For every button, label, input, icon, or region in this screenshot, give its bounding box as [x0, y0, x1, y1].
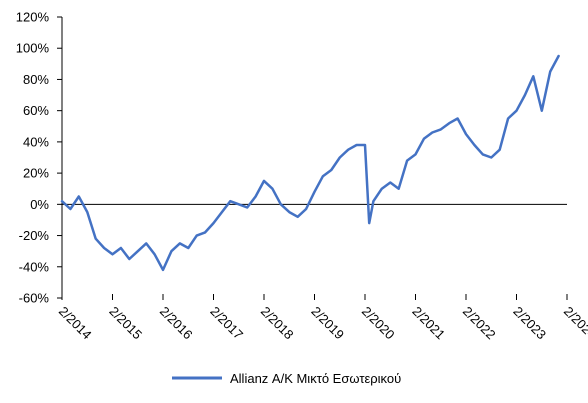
- x-tick-label: 2/2018: [258, 304, 297, 343]
- y-tick-label: 60%: [23, 103, 49, 118]
- x-tick-label: 2/2024: [561, 304, 588, 343]
- y-tick-label: 100%: [16, 41, 50, 56]
- y-tick-label: -60%: [19, 291, 50, 306]
- legend-label: Allianz Α/Κ Μικτό Εσωτερικού: [230, 371, 401, 386]
- y-tick-label: 0%: [30, 197, 49, 212]
- y-tick-label: 40%: [23, 134, 49, 149]
- x-tick-label: 2/2016: [157, 304, 196, 343]
- series-line-0: [60, 54, 560, 272]
- legend: Allianz Α/Κ Μικτό Εσωτερικού: [172, 371, 401, 386]
- x-tick-label: 2/2015: [106, 304, 145, 343]
- y-tick-label: -40%: [19, 259, 50, 274]
- plot-area: [60, 54, 560, 272]
- x-tick-label: 2/2017: [207, 304, 246, 343]
- x-tick-label: 2/2023: [510, 304, 549, 343]
- x-axis: 2/2014 2/2015 2/2016 2/2017 2/2018 2/2019 2/20…: [56, 203, 588, 343]
- x-tick-label: 2/2020: [359, 304, 398, 343]
- y-tick-label: 20%: [23, 166, 49, 181]
- y-tick-label: 120%: [16, 10, 50, 25]
- y-axis: 120% 100% 80% 60% 40% 20% 0% -20% -40% -60%: [16, 10, 63, 306]
- x-tick-label: 2/2021: [409, 304, 448, 343]
- y-tick-label: -20%: [19, 228, 50, 243]
- x-tick-label: 2/2019: [308, 304, 347, 343]
- x-tick-label: 2/2014: [56, 304, 95, 343]
- x-tick-label: 2/2022: [460, 304, 499, 343]
- y-tick-label: 80%: [23, 72, 49, 87]
